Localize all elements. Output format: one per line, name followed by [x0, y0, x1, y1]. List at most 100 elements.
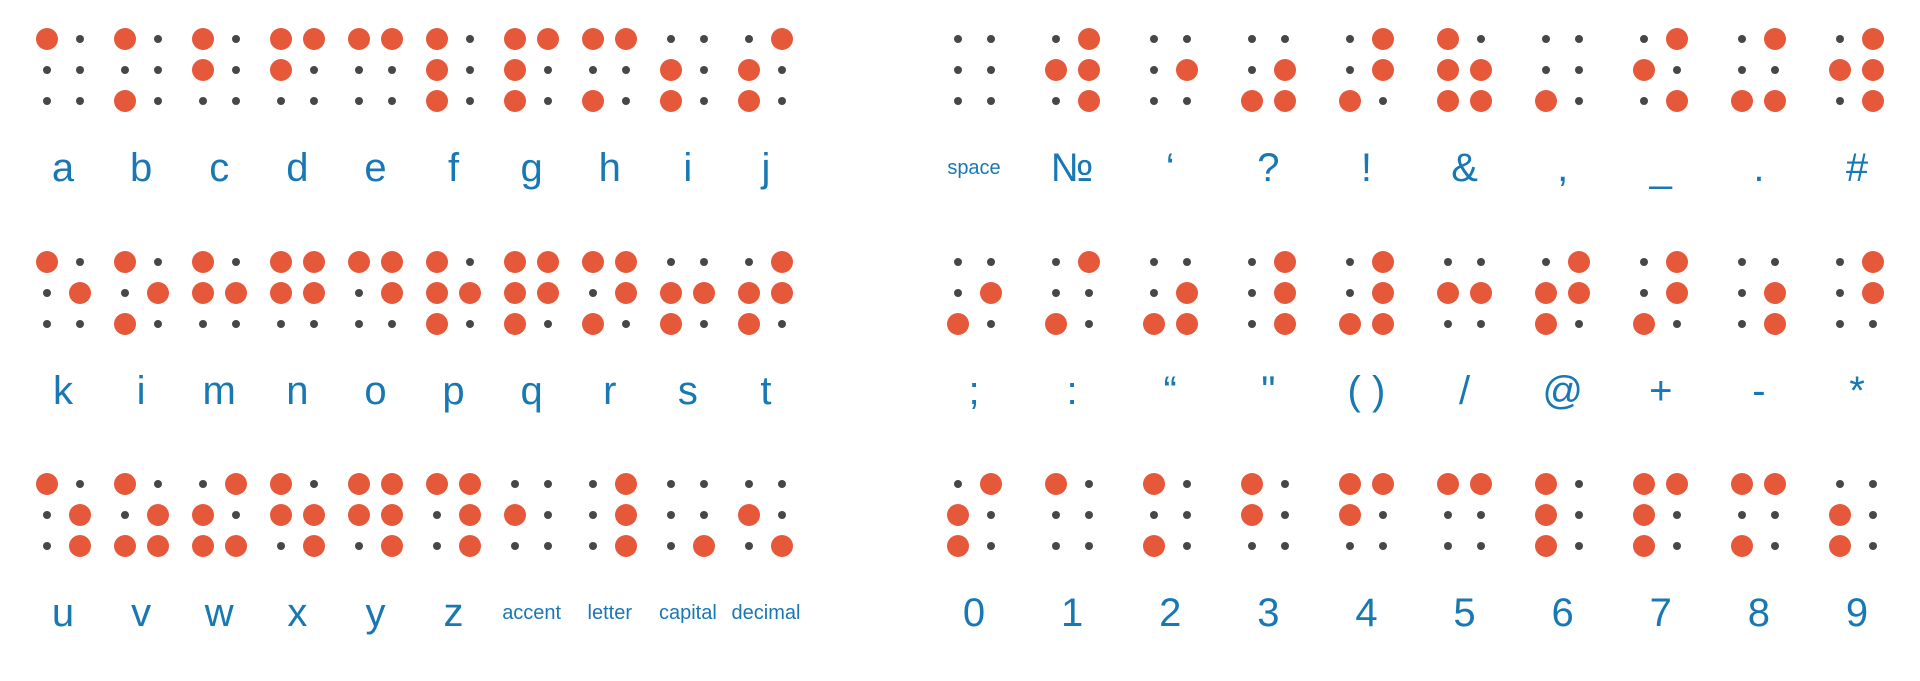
braille-dots	[192, 473, 247, 557]
dot-off-icon	[225, 313, 247, 335]
braille-dots	[426, 28, 481, 112]
braille-cell: h	[579, 28, 641, 188]
braille-label: 4	[1355, 593, 1377, 633]
dot-on-icon	[1274, 90, 1296, 112]
dot-on-icon	[1274, 251, 1296, 273]
braille-label: 5	[1453, 593, 1475, 633]
dot-on-icon	[1045, 313, 1067, 335]
dot-on-icon	[114, 535, 136, 557]
dot-off-icon	[537, 535, 559, 557]
braille-dots	[504, 473, 559, 557]
dot-off-icon	[1078, 535, 1100, 557]
dot-off-icon	[693, 473, 715, 495]
dot-off-icon	[1045, 28, 1067, 50]
dot-on-icon	[225, 282, 247, 304]
dot-on-icon	[1633, 59, 1655, 81]
dot-off-icon	[980, 313, 1002, 335]
dot-on-icon	[738, 59, 760, 81]
dot-off-icon	[1437, 504, 1459, 526]
dot-on-icon	[1437, 90, 1459, 112]
dot-off-icon	[1568, 90, 1590, 112]
dot-on-icon	[459, 473, 481, 495]
dot-off-icon	[1633, 251, 1655, 273]
dot-off-icon	[582, 504, 604, 526]
braille-cell: №	[1041, 28, 1103, 188]
dot-off-icon	[980, 504, 1002, 526]
dot-on-icon	[192, 28, 214, 50]
dot-off-icon	[738, 28, 760, 50]
dot-off-icon	[771, 90, 793, 112]
dot-off-icon	[1731, 28, 1753, 50]
dot-on-icon	[693, 282, 715, 304]
dot-off-icon	[537, 90, 559, 112]
dot-off-icon	[1078, 313, 1100, 335]
braille-cell: v	[110, 473, 172, 633]
dot-on-icon	[1731, 90, 1753, 112]
dot-off-icon	[381, 313, 403, 335]
dot-off-icon	[459, 313, 481, 335]
dot-on-icon	[1470, 59, 1492, 81]
dot-off-icon	[1764, 504, 1786, 526]
dot-on-icon	[459, 535, 481, 557]
braille-dots	[1633, 28, 1688, 112]
braille-label: a	[52, 148, 74, 188]
dot-off-icon	[348, 282, 370, 304]
dot-off-icon	[1339, 59, 1361, 81]
dot-off-icon	[1339, 28, 1361, 50]
dot-off-icon	[192, 90, 214, 112]
dot-on-icon	[270, 28, 292, 50]
dot-off-icon	[36, 90, 58, 112]
braille-label: :	[1067, 371, 1078, 411]
braille-label: ( )	[1348, 371, 1386, 411]
braille-cell: capital	[657, 473, 719, 633]
braille-label: 7	[1650, 593, 1672, 633]
dot-off-icon	[303, 313, 325, 335]
dot-on-icon	[771, 282, 793, 304]
braille-label: capital	[659, 593, 717, 633]
braille-label: letter	[588, 593, 632, 633]
braille-dots	[738, 473, 793, 557]
dot-off-icon	[1535, 59, 1557, 81]
dot-off-icon	[36, 535, 58, 557]
braille-cell: s	[657, 251, 719, 411]
dot-off-icon	[1568, 59, 1590, 81]
row-left-group: uvwxyzaccentlettercapitaldecimal	[32, 473, 797, 633]
braille-label: i	[683, 148, 692, 188]
braille-label: space	[947, 148, 1000, 188]
dot-off-icon	[980, 59, 1002, 81]
dot-on-icon	[504, 282, 526, 304]
braille-label: “	[1164, 371, 1177, 411]
dot-on-icon	[615, 28, 637, 50]
dot-off-icon	[1829, 313, 1851, 335]
dot-on-icon	[1241, 90, 1263, 112]
dot-on-icon	[1143, 313, 1165, 335]
braille-label: 8	[1748, 593, 1770, 633]
braille-label: 2	[1159, 593, 1181, 633]
braille-dots	[36, 28, 91, 112]
dot-on-icon	[947, 535, 969, 557]
dot-off-icon	[1535, 28, 1557, 50]
dot-on-icon	[426, 90, 448, 112]
braille-cell: “	[1139, 251, 1201, 411]
dot-on-icon	[225, 473, 247, 495]
dot-on-icon	[1372, 251, 1394, 273]
braille-label: t	[760, 371, 771, 411]
dot-on-icon	[348, 504, 370, 526]
braille-cell: d	[266, 28, 328, 188]
braille-cell: /	[1434, 251, 1496, 411]
dot-on-icon	[147, 504, 169, 526]
braille-dots	[582, 251, 637, 335]
dot-off-icon	[381, 90, 403, 112]
dot-on-icon	[1633, 504, 1655, 526]
braille-dots	[1045, 251, 1100, 335]
braille-dots	[1045, 28, 1100, 112]
dot-off-icon	[147, 313, 169, 335]
dot-off-icon	[1143, 282, 1165, 304]
dot-on-icon	[1274, 282, 1296, 304]
dot-on-icon	[1568, 282, 1590, 304]
dot-off-icon	[693, 90, 715, 112]
dot-off-icon	[947, 59, 969, 81]
dot-off-icon	[980, 251, 1002, 273]
braille-cell: _	[1630, 28, 1692, 188]
dot-on-icon	[1372, 282, 1394, 304]
